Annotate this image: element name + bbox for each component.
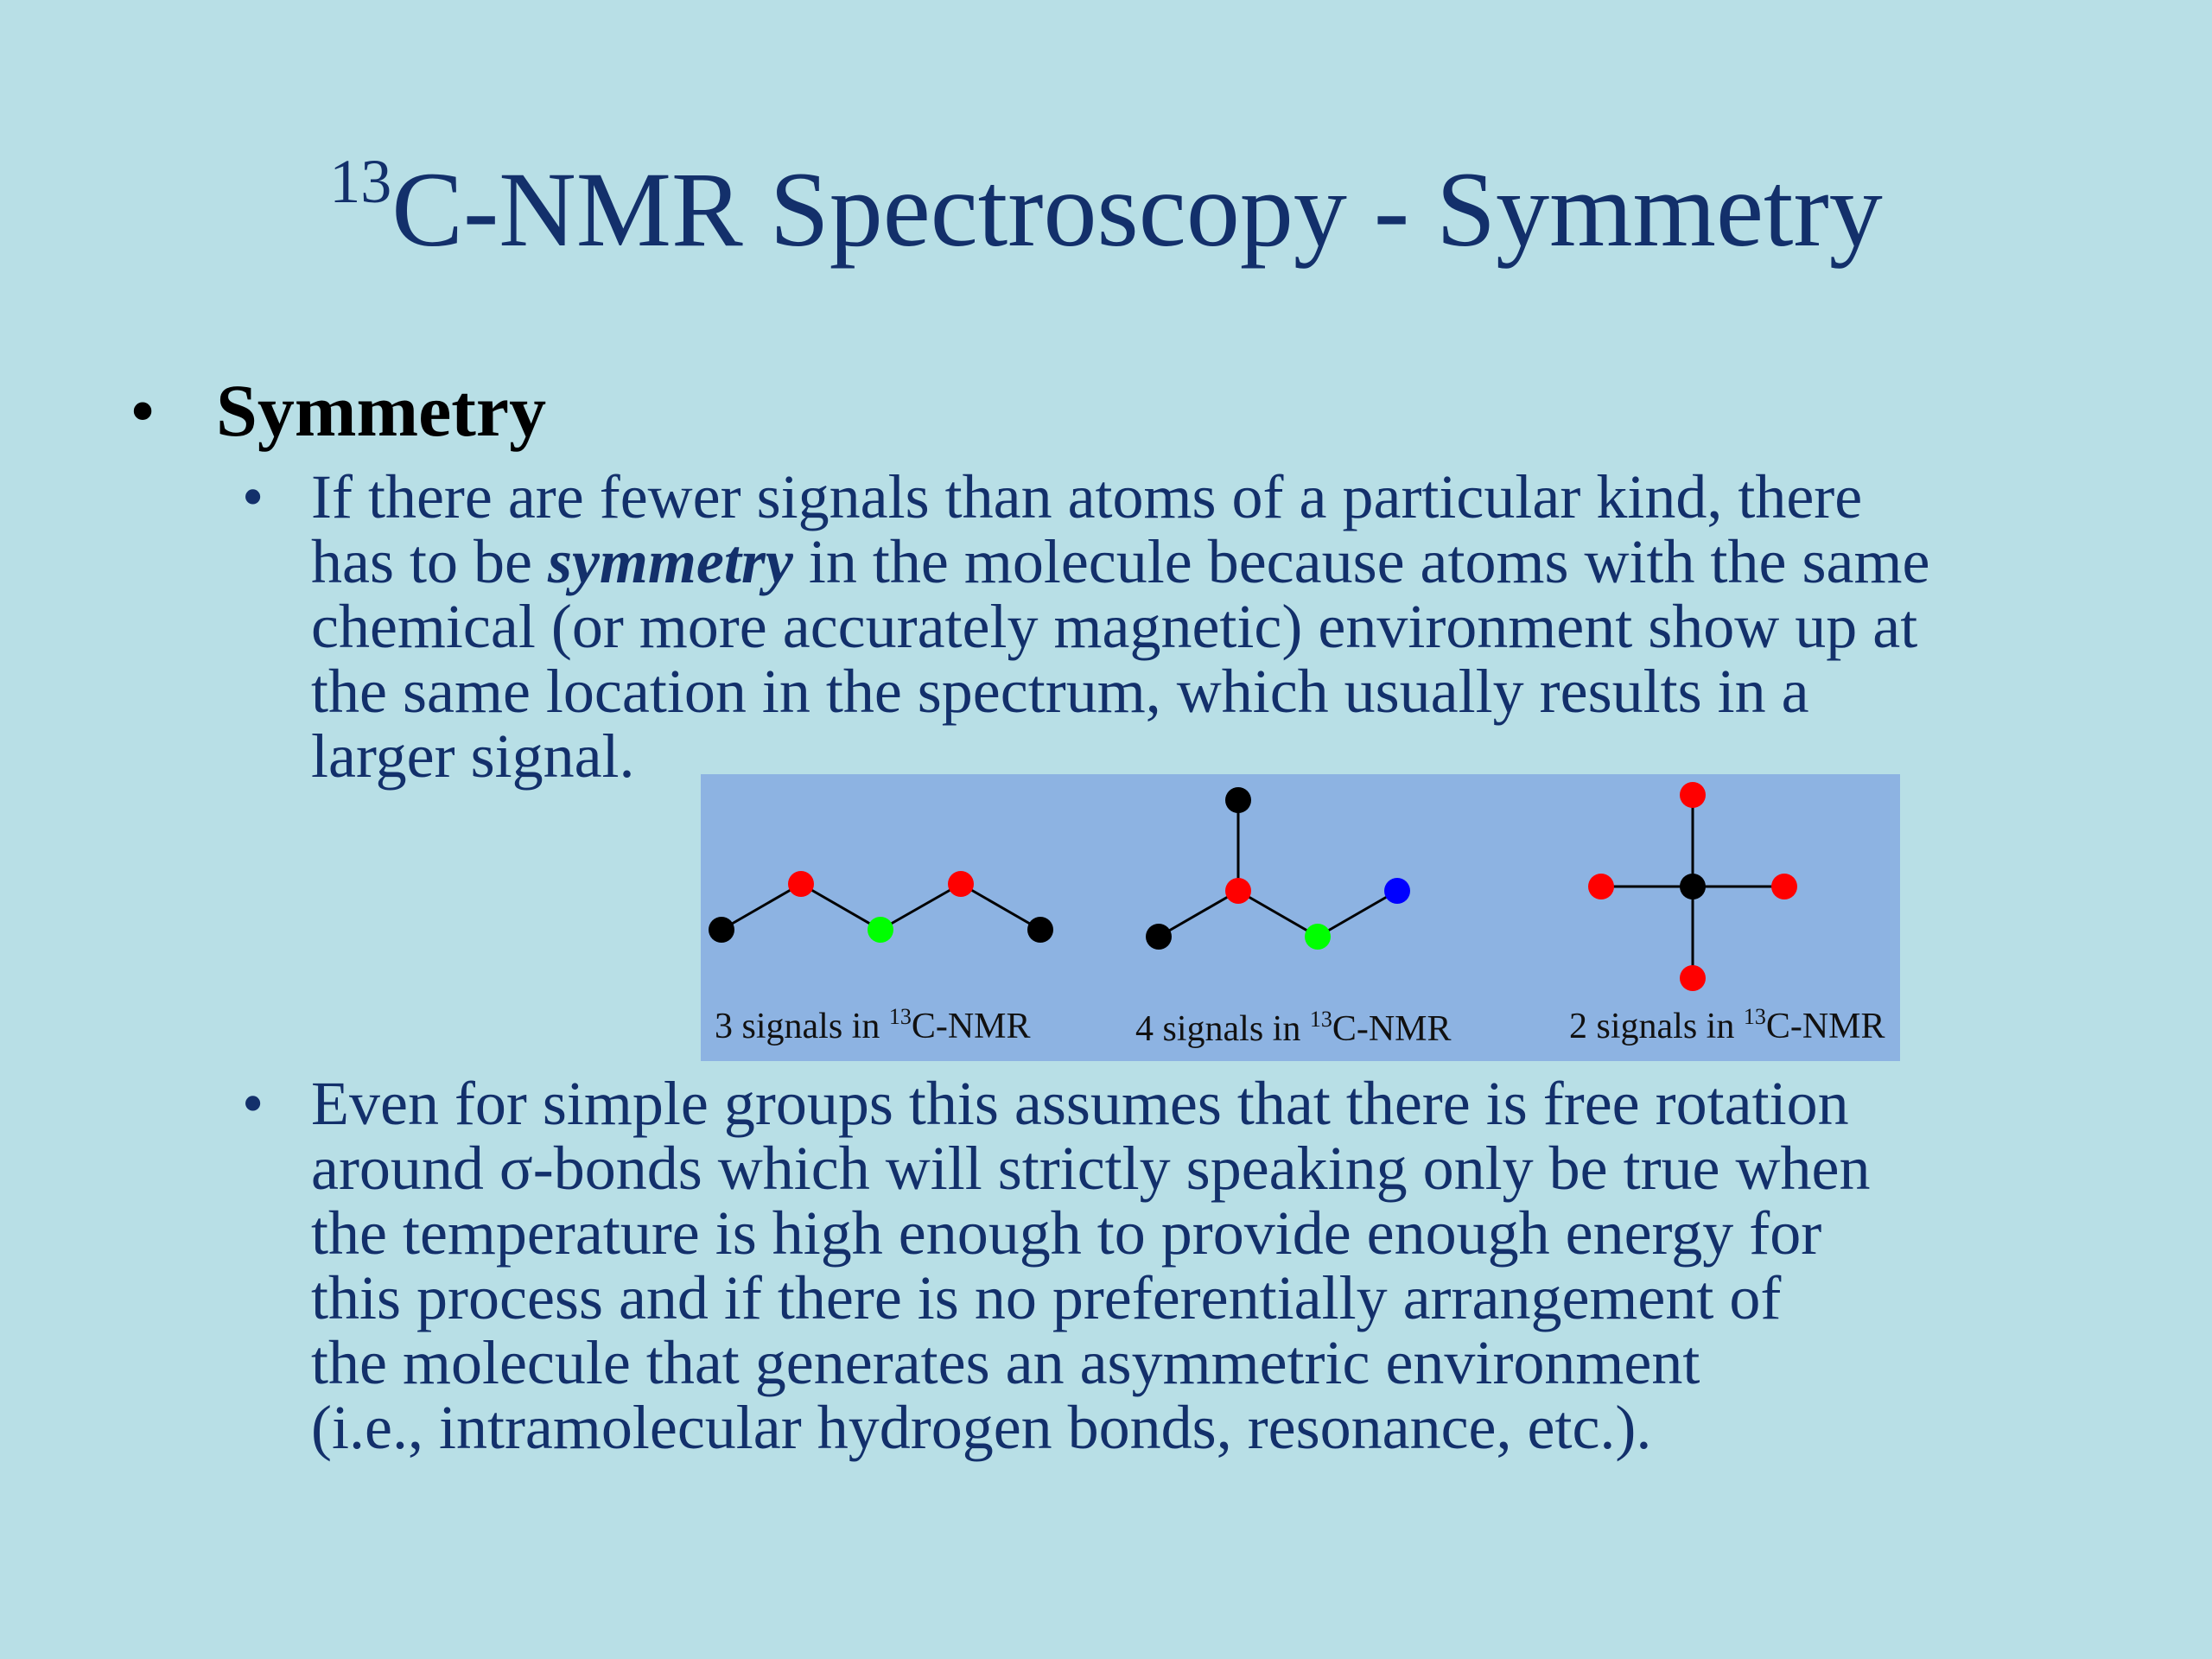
text-line: If there are fewer signals than atoms of… <box>311 462 1863 531</box>
bullet-heading: Symmetry <box>216 369 547 452</box>
emphasis-symmetry: symmetry <box>547 527 793 596</box>
molecule-3-signals <box>721 882 1041 931</box>
molecule-4-signals <box>1158 800 1398 938</box>
bond <box>960 882 1041 931</box>
caption-text: C-NMR <box>911 1007 1031 1046</box>
caption-text: 3 signals in <box>715 1007 889 1046</box>
slide-title: 13C-NMR Spectroscopy - Symmetry <box>0 145 2212 289</box>
atom-black <box>1225 787 1251 813</box>
caption-superscript: 13 <box>888 1004 912 1029</box>
sub-bullet-2-text: Even for simple groups this assumes that… <box>311 1071 1870 1460</box>
caption-text: C-NMR <box>1765 1007 1885 1046</box>
sub-bullet-dot: • <box>242 462 264 531</box>
atom-black <box>709 917 734 943</box>
caption-text: C-NMR <box>1332 1009 1452 1049</box>
molecule-2-signals <box>1601 795 1784 978</box>
atom-red <box>1680 965 1706 991</box>
caption-text: 2 signals in <box>1569 1007 1744 1046</box>
title-superscript: 13 <box>329 147 392 216</box>
text-line: chemical (or more accurately magnetic) e… <box>311 592 1918 661</box>
bond <box>721 882 802 931</box>
sub-bullet-dot: • <box>242 1069 264 1138</box>
molecule-diagrams <box>709 782 1797 991</box>
atom-black <box>1146 924 1172 950</box>
atom-red <box>948 871 974 897</box>
atom-red <box>1588 874 1614 899</box>
atom-red <box>1225 878 1251 904</box>
bond <box>880 882 962 931</box>
text-line: has to be symmetry in the molecule becau… <box>311 530 1929 594</box>
text-fragment: in the molecule because atoms with the s… <box>792 527 1930 596</box>
text-line: this process and if there is no preferen… <box>311 1263 1782 1332</box>
caption-text: 4 signals in <box>1135 1009 1310 1049</box>
atom-red <box>1680 782 1706 808</box>
sub-bullet-1-text: If there are fewer signals than atoms of… <box>311 465 1929 789</box>
text-line: around σ-bonds which will strictly speak… <box>311 1134 1871 1203</box>
bond <box>1317 889 1398 938</box>
text-line: the same location in the spectrum, which… <box>311 657 1809 726</box>
caption-molecule-2: 4 signals in 13C-NMR <box>1135 1007 1452 1050</box>
atom-blue <box>1384 878 1410 904</box>
atom-red <box>1771 874 1797 899</box>
bond <box>1237 889 1319 938</box>
text-line: larger signal. <box>311 721 635 791</box>
caption-molecule-1: 3 signals in 13C-NMR <box>715 1004 1031 1047</box>
atom-black <box>1680 874 1706 899</box>
molecule-2-atoms <box>1588 782 1797 991</box>
text-line: the temperature is high enough to provid… <box>311 1198 1822 1268</box>
molecule-4-atoms <box>1146 787 1410 950</box>
caption-superscript: 13 <box>1309 1007 1332 1032</box>
title-text: C-NMR Spectroscopy - Symmetry <box>391 150 1883 269</box>
text-fragment: has to be <box>311 527 548 596</box>
molecule-3-atoms <box>709 871 1053 943</box>
text-line: the molecule that generates an asymmetri… <box>311 1328 1700 1397</box>
caption-superscript: 13 <box>1743 1004 1766 1029</box>
text-line: Even for simple groups this assumes that… <box>311 1069 1849 1138</box>
text-line: (i.e., intramolecular hydrogen bonds, re… <box>311 1393 1652 1462</box>
atom-black <box>1027 917 1053 943</box>
atom-green <box>868 917 893 943</box>
atom-red <box>788 871 814 897</box>
bond <box>800 882 881 931</box>
caption-molecule-3: 2 signals in 13C-NMR <box>1569 1004 1885 1047</box>
atom-green <box>1305 924 1331 950</box>
bond <box>1158 889 1239 938</box>
bullet-dot: • <box>130 369 156 452</box>
symmetry-figure: 3 signals in 13C-NMR 4 signals in 13C-NM… <box>701 774 1900 1061</box>
